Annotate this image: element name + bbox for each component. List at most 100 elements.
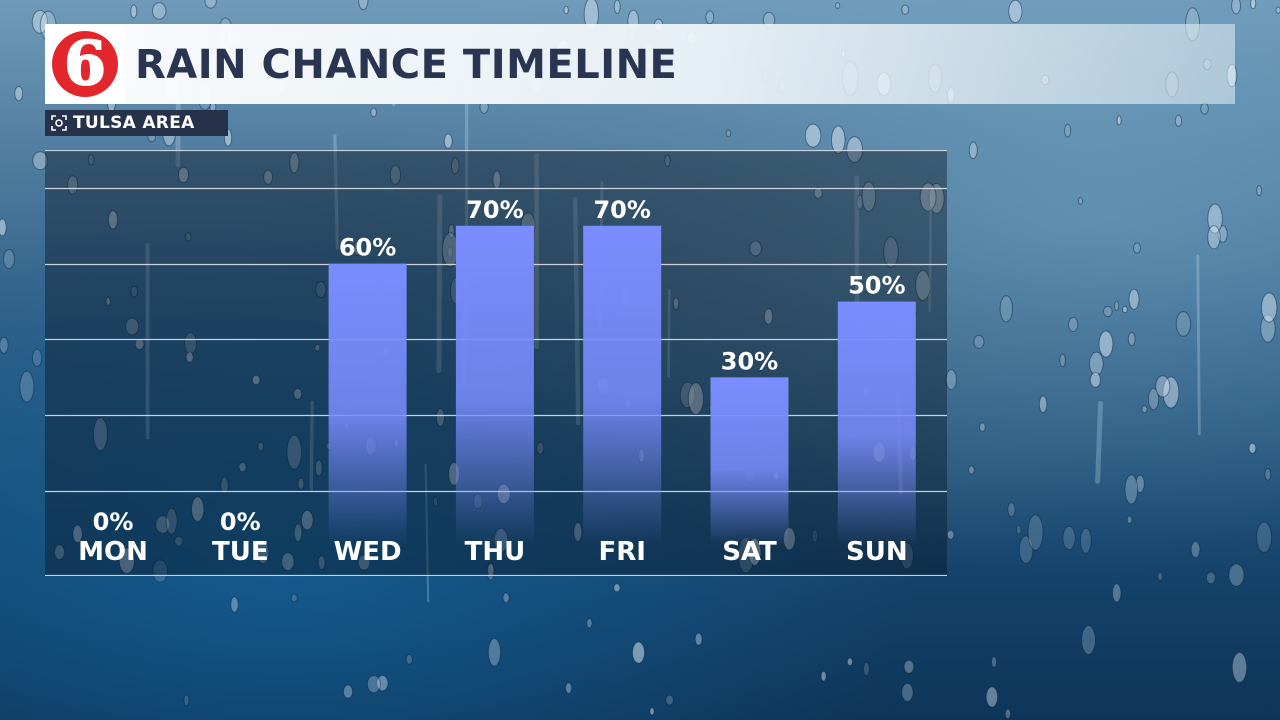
- raindrop: [1231, 0, 1242, 15]
- raindrop: [665, 694, 674, 706]
- raindrop: [1116, 115, 1122, 126]
- raindrop: [130, 285, 139, 298]
- raindrop: [1256, 521, 1273, 554]
- category-label-fri: FRI: [598, 537, 645, 567]
- raindrop: [1004, 708, 1012, 719]
- raindrop: [185, 351, 194, 363]
- raindrop: [687, 382, 704, 415]
- raindrop: [405, 654, 413, 665]
- bar-value-label: 30%: [721, 347, 778, 375]
- raindrop: [293, 387, 303, 400]
- raindrop: [1190, 540, 1201, 559]
- raindrop: [289, 151, 300, 174]
- bar-sat: [710, 377, 789, 545]
- raindrop: [256, 541, 270, 565]
- raindrop: [185, 232, 192, 242]
- raindrop: [257, 441, 264, 452]
- raindrop: [1079, 527, 1092, 554]
- raindrop: [1098, 330, 1114, 358]
- logo-number: 6: [63, 29, 107, 99]
- bar-value-label: 0%: [220, 508, 261, 536]
- raindrop-streak: [573, 196, 581, 426]
- raindrop-streak: [928, 204, 933, 313]
- raindrop: [1089, 351, 1104, 376]
- raindrop: [357, 554, 371, 571]
- raindrop: [846, 657, 853, 666]
- raindrop: [152, 559, 169, 583]
- raindrop: [31, 348, 43, 367]
- raindrop: [856, 194, 864, 210]
- raindrop: [1207, 225, 1221, 250]
- raindrop: [811, 529, 819, 543]
- raindrop: [1122, 305, 1128, 314]
- raindrop: [586, 618, 593, 629]
- raindrop: [804, 123, 822, 148]
- raindrop: [901, 682, 914, 702]
- raindrop: [290, 593, 298, 603]
- location-label: TULSA AREA: [73, 113, 195, 133]
- raindrop: [317, 555, 326, 570]
- raindrop: [1018, 535, 1034, 564]
- raindrop: [846, 136, 863, 163]
- raindrop: [130, 4, 138, 19]
- raindrop: [174, 535, 184, 547]
- raindrop: [31, 9, 49, 34]
- bar-value-label: 0%: [93, 508, 134, 536]
- raindrop: [725, 129, 732, 138]
- raindrop: [220, 476, 229, 494]
- raindrop: [1016, 524, 1022, 535]
- raindrop: [901, 4, 910, 15]
- raindrop: [862, 662, 871, 677]
- raindrop: [1248, 442, 1257, 454]
- raindrop: [314, 343, 321, 352]
- raindrop: [990, 656, 997, 668]
- raindrop: [945, 369, 957, 391]
- raindrop: [297, 477, 305, 490]
- raindrop: [389, 164, 402, 185]
- bar-wed: [328, 263, 407, 545]
- raindrop: [649, 707, 655, 716]
- raindrop: [1124, 474, 1139, 505]
- raindrop: [903, 659, 915, 674]
- raindrop: [1174, 114, 1183, 127]
- raindrop: [251, 374, 261, 386]
- raindrop: [183, 694, 190, 707]
- raindrop: [67, 175, 79, 195]
- raindrop: [613, 583, 621, 593]
- raindrop: [230, 596, 239, 613]
- raindrop: [883, 236, 899, 268]
- raindrop: [72, 524, 83, 544]
- raindrop: [1157, 571, 1163, 582]
- raindrop: [573, 522, 583, 542]
- raindrop: [631, 641, 646, 664]
- raindrop: [366, 675, 381, 694]
- raindrop-streak: [436, 194, 443, 374]
- raindrop: [1147, 387, 1160, 411]
- raindrop: [1205, 571, 1216, 585]
- raindrop: [763, 308, 774, 325]
- raindrop: [919, 182, 937, 212]
- raindrop: [0, 218, 7, 237]
- raindrop: [447, 223, 455, 239]
- raindrop: [435, 407, 445, 428]
- category-label-thu: THU: [465, 537, 526, 567]
- raindrop: [564, 682, 573, 694]
- raindrop: [968, 141, 978, 160]
- raindrop: [1081, 624, 1096, 656]
- raindrop: [1128, 288, 1140, 310]
- raindrop-streak: [1196, 254, 1201, 436]
- raindrop: [613, 0, 621, 14]
- raindrop: [19, 370, 35, 403]
- raindrop: [968, 465, 975, 475]
- bar-fri: [583, 225, 662, 545]
- raindrop: [1064, 123, 1072, 138]
- raindrop: [314, 459, 323, 477]
- raindrop: [563, 5, 569, 15]
- raindrop-streak: [667, 288, 671, 378]
- raindrop: [315, 280, 327, 299]
- raindrop: [1231, 651, 1248, 683]
- raindrop: [92, 417, 108, 452]
- raindrop: [1155, 375, 1171, 398]
- raindrop: [184, 331, 197, 355]
